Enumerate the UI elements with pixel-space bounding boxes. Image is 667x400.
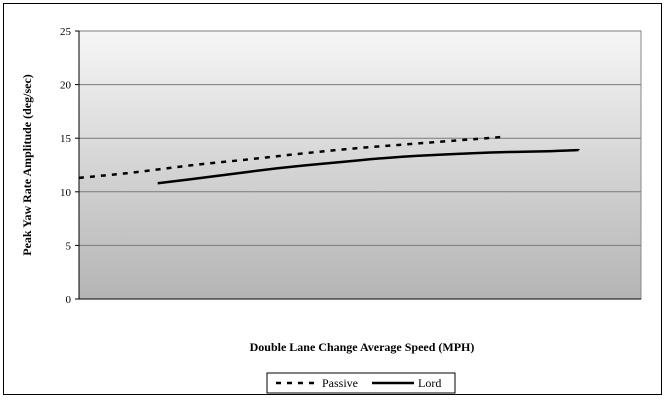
y-tick-label: 0 — [66, 294, 72, 306]
y-tick-label: 10 — [60, 187, 72, 199]
y-tick-label: 25 — [60, 26, 72, 38]
series-line-lord — [157, 148, 581, 185]
y-tick-label: 15 — [60, 133, 72, 145]
legend-box — [266, 372, 456, 394]
y-tick-label: 5 — [66, 240, 72, 252]
y-tick-label: 20 — [60, 80, 72, 92]
y-axis-title: Peak Yaw Rate Amplitude (deg/sec) — [20, 74, 34, 256]
legend-lord-label: Lord — [418, 376, 441, 390]
gridlines — [79, 30, 641, 246]
plot-area — [78, 30, 642, 300]
x-axis-title: Double Lane Change Average Speed (MPH) — [250, 340, 475, 354]
series-line-passive — [78, 135, 501, 180]
legend-passive-label: Passive — [322, 376, 358, 390]
series-layer — [78, 135, 581, 185]
y-axis-ticks: 0 5 10 15 20 25 — [60, 26, 79, 306]
